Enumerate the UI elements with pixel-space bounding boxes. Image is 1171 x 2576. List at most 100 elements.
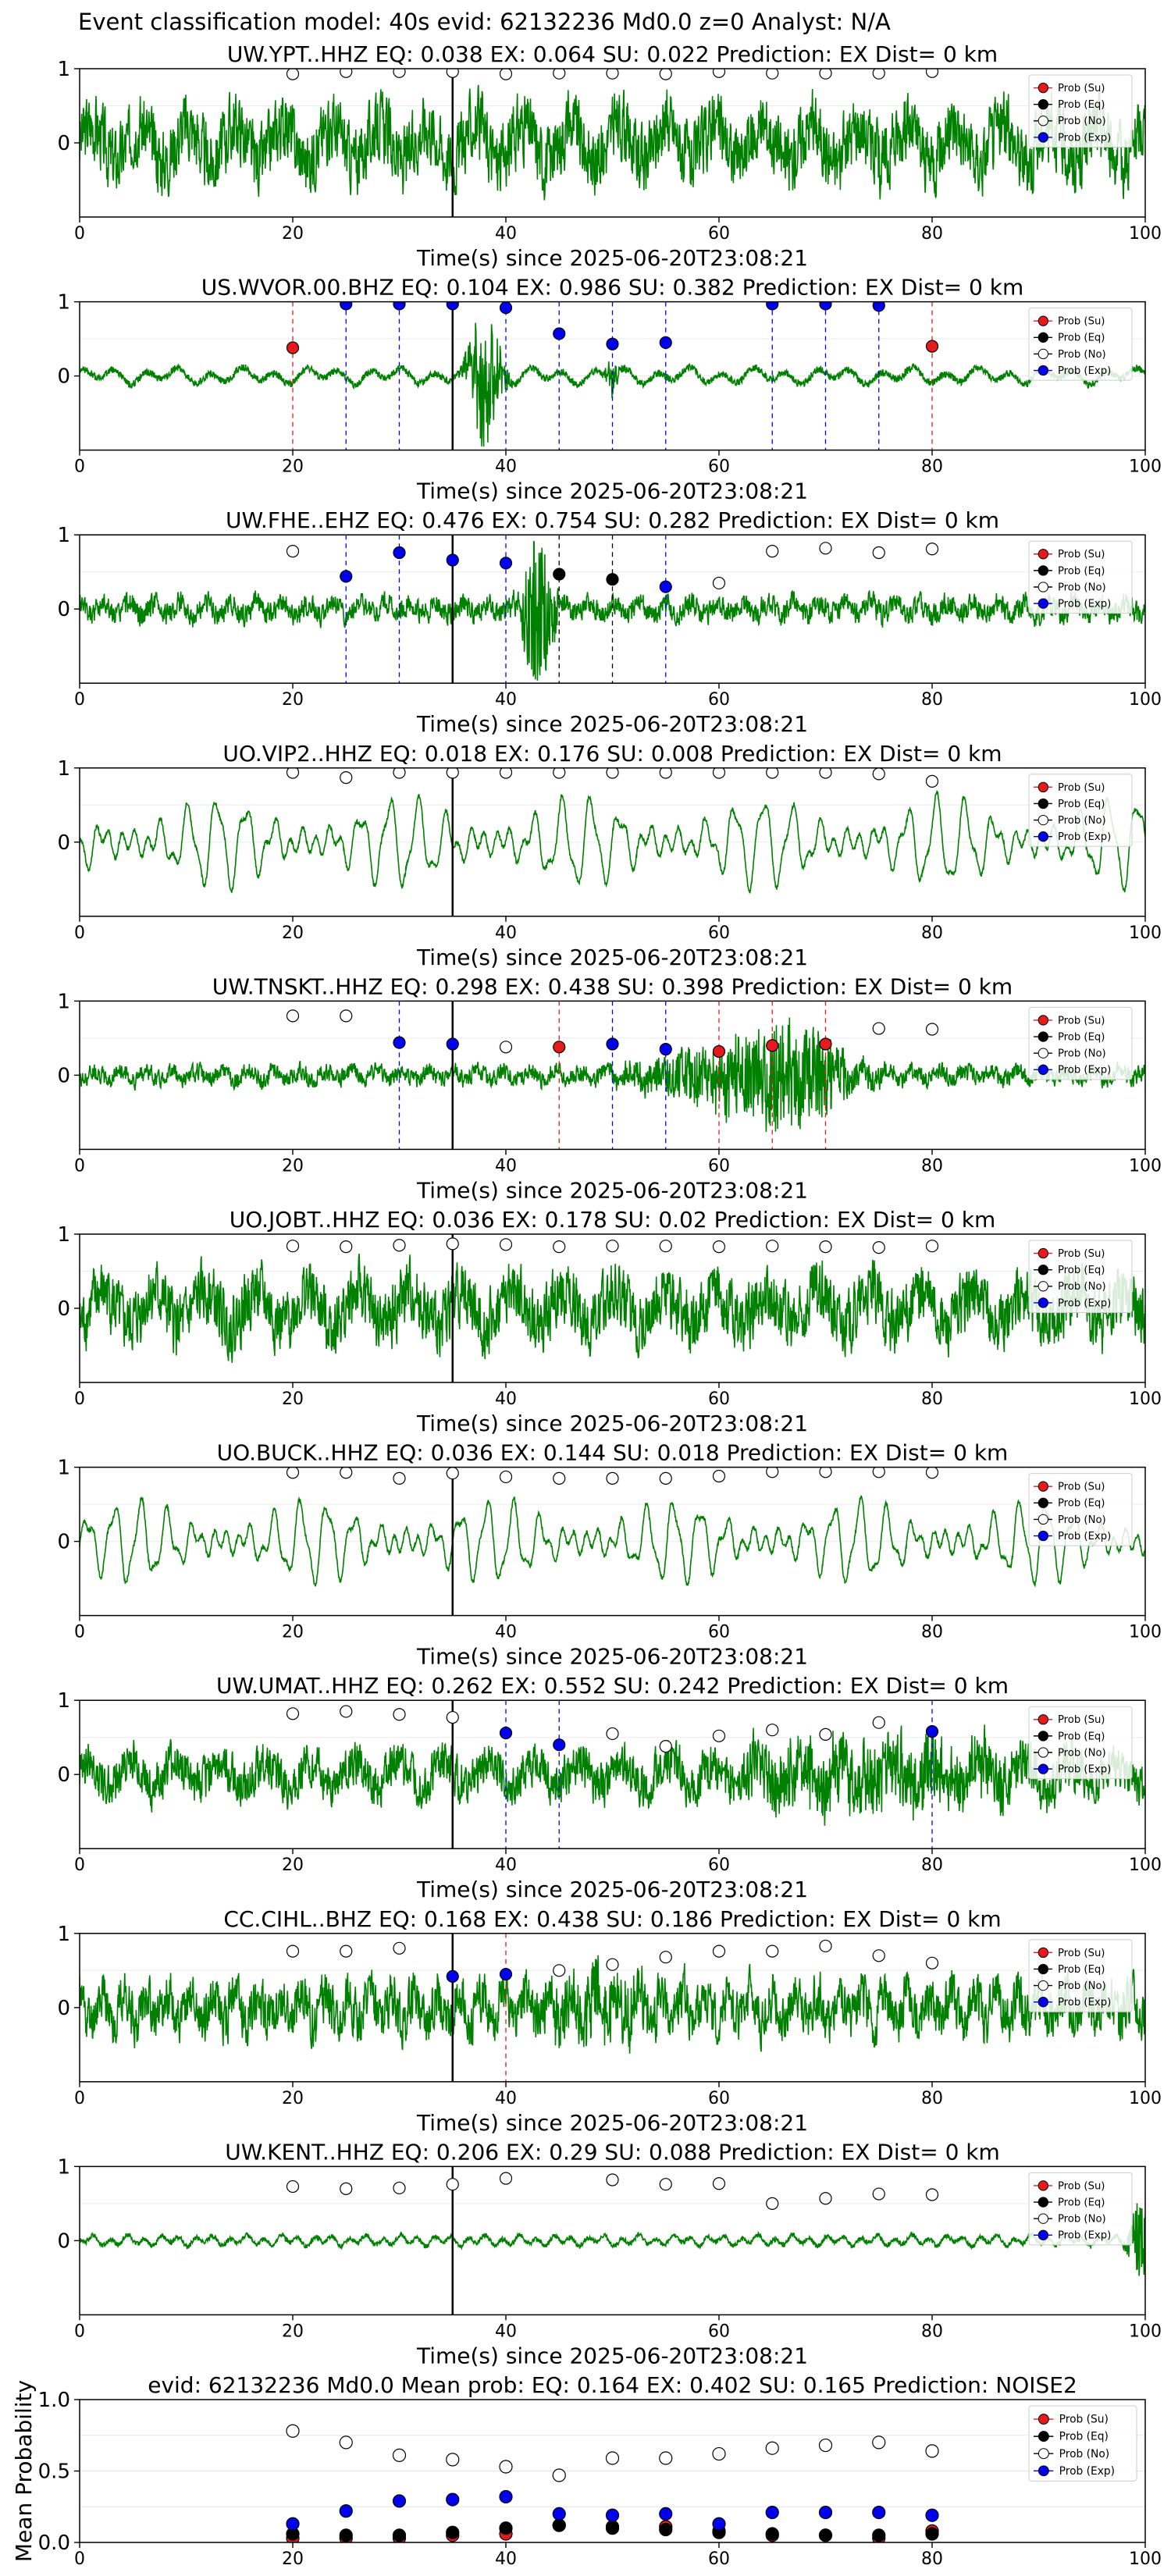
legend-label-su: Prob (Su)	[1058, 1248, 1105, 1260]
mean-prob-point-eq	[765, 2527, 779, 2541]
legend-marker-exp	[1038, 1297, 1048, 1308]
panel-8: CC.CIHL..BHZ EQ: 0.168 EX: 0.438 SU: 0.1…	[57, 1906, 1162, 2136]
x-tick-label: 0	[74, 2089, 85, 2108]
legend-label-su: Prob (Su)	[1058, 1482, 1105, 1493]
panel-title: UW.KENT..HHZ EQ: 0.206 EX: 0.29 SU: 0.08…	[225, 2139, 1000, 2165]
waveform-trace	[80, 1724, 1145, 1826]
legend-label-exp: Prob (Exp)	[1058, 365, 1111, 377]
prob-marker-no	[925, 1240, 939, 1253]
prob-marker-no	[606, 1727, 619, 1741]
prob-marker-no	[766, 2197, 779, 2210]
prob-marker-no	[340, 69, 353, 78]
legend-marker-exp	[1038, 2465, 1049, 2477]
y-tick-label: 0	[57, 132, 70, 155]
prob-marker-no	[819, 2192, 832, 2205]
prob-marker-no	[872, 546, 885, 560]
mean-prob-point-no	[552, 2468, 566, 2482]
prob-marker-no	[499, 2172, 513, 2185]
x-axis-label: Time(s) since 2025-06-20T23:08:21	[416, 1177, 808, 1203]
prob-marker-no	[446, 1467, 459, 1480]
legend-label-exp: Prob (Exp)	[1058, 1531, 1111, 1542]
x-tick-label: 20	[282, 457, 304, 477]
legend-label-eq: Prob (Eq)	[1058, 1031, 1105, 1043]
panel-title: evid: 62132236 Md0.0 Mean prob: EQ: 0.16…	[148, 2372, 1077, 2398]
mean-prob-point-no	[659, 2451, 673, 2465]
prob-marker-exp	[925, 1725, 939, 1738]
waveform-trace	[80, 540, 1145, 681]
x-tick-label: 60	[708, 1856, 730, 1875]
legend-marker-su	[1038, 1947, 1048, 1959]
prob-marker-no	[925, 1023, 939, 1036]
mean-prob-point-exp	[712, 2517, 726, 2531]
prob-marker-no	[606, 1240, 619, 1253]
x-axis-label: Time(s) since 2025-06-20T23:08:21	[416, 2343, 808, 2368]
prob-marker-no	[819, 767, 832, 779]
mean-prob-point-no	[339, 2435, 353, 2450]
mean-prob-point-eq	[392, 2528, 407, 2542]
legend-label-no: Prob (No)	[1058, 349, 1106, 361]
legend-label-su: Prob (Su)	[1059, 2414, 1109, 2426]
prob-marker-no	[553, 1240, 566, 1254]
legend-label-exp: Prob (Exp)	[1058, 1764, 1111, 1776]
legend-label-eq: Prob (Eq)	[1059, 2431, 1109, 2443]
legend-marker-no	[1038, 1281, 1048, 1292]
legend-marker-no	[1038, 2213, 1048, 2224]
prob-marker-exp	[659, 580, 672, 593]
prob-marker-no	[286, 1707, 300, 1720]
plot-area	[80, 1001, 1145, 1150]
prob-marker-no	[766, 767, 779, 779]
x-tick-label: 80	[921, 224, 943, 244]
panel-6: UO.BUCK..HHZ EQ: 0.036 EX: 0.144 SU: 0.0…	[57, 1440, 1162, 1670]
y-tick-label: 0	[57, 1297, 70, 1321]
x-tick-label: 40	[495, 1389, 517, 1409]
prob-marker-su	[819, 1037, 832, 1051]
prob-marker-no	[446, 1710, 459, 1724]
prob-marker-no	[606, 1471, 619, 1485]
prob-marker-eq	[606, 573, 619, 586]
y-tick-label: 1	[57, 2155, 70, 2179]
prob-marker-no	[393, 1471, 406, 1485]
prob-marker-exp	[393, 301, 406, 311]
prob-marker-no	[925, 543, 939, 556]
legend-marker-no	[1038, 1514, 1048, 1525]
mean-prob-point-no	[818, 2438, 833, 2453]
x-tick-label: 20	[282, 690, 304, 710]
panel-title: UO.VIP2..HHZ EQ: 0.018 EX: 0.176 SU: 0.0…	[222, 741, 1002, 767]
prob-marker-exp	[446, 1037, 459, 1051]
legend-label-eq: Prob (Eq)	[1058, 799, 1105, 810]
x-tick-label: 60	[708, 224, 730, 244]
mean-prob-point-exp	[605, 2508, 620, 2522]
x-tick-label: 100	[1129, 1856, 1162, 1875]
y-tick-label: 0	[57, 598, 70, 621]
y-tick-label: 1	[57, 291, 70, 315]
legend-marker-su	[1038, 781, 1048, 793]
legend-label-no: Prob (No)	[1058, 1980, 1106, 1992]
prob-marker-no	[872, 767, 885, 781]
prob-marker-no	[766, 1724, 779, 1737]
prob-marker-no	[286, 1944, 300, 1958]
legend-marker-su	[1038, 1714, 1048, 1725]
legend-label-su: Prob (Su)	[1058, 549, 1105, 560]
plot-area	[80, 767, 1145, 916]
x-tick-label: 0	[74, 2549, 85, 2569]
legend-label-exp: Prob (Exp)	[1058, 2230, 1111, 2242]
prob-marker-no	[393, 2181, 406, 2195]
prob-marker-exp	[553, 1738, 566, 1752]
prob-marker-no	[712, 2177, 726, 2190]
y-tick-label: 1	[57, 1223, 70, 1247]
x-tick-label: 20	[282, 1856, 304, 1875]
mean-prob-point-exp	[339, 2504, 353, 2518]
legend-marker-su	[1038, 549, 1048, 560]
x-tick-label: 40	[495, 1623, 517, 1642]
x-tick-label: 20	[282, 2322, 304, 2341]
y-tick-label: 1	[57, 757, 70, 781]
panels-container: UW.YPT..HHZ EQ: 0.038 EX: 0.064 SU: 0.02…	[11, 41, 1162, 2569]
x-tick-label: 60	[708, 457, 730, 477]
x-tick-label: 0	[74, 1856, 85, 1875]
plot-area	[80, 1933, 1145, 2082]
waveform-trace	[80, 1495, 1145, 1588]
y-tick-label: 0	[57, 1763, 70, 1787]
legend-marker-su	[1038, 82, 1048, 94]
panel-9: UW.KENT..HHZ EQ: 0.206 EX: 0.29 SU: 0.08…	[57, 2139, 1162, 2368]
legend-marker-no	[1038, 116, 1048, 126]
